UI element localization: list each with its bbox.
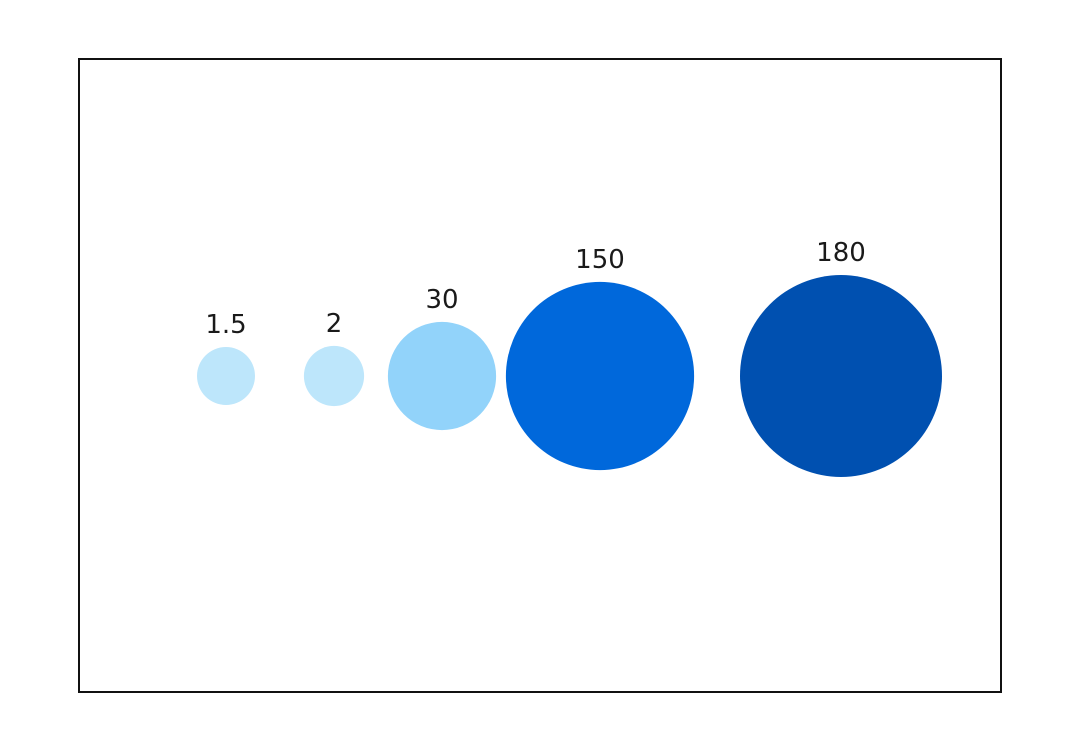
bubble — [197, 347, 255, 405]
bubble-label: 180 — [816, 238, 866, 268]
bubble — [740, 275, 942, 477]
bubble — [505, 281, 695, 471]
bubble — [303, 345, 365, 407]
bubble-label: 2 — [326, 309, 343, 339]
bubble-label: 150 — [575, 245, 625, 275]
bubble — [387, 321, 497, 431]
bubble-group: 1.5 2 30 150 180 — [197, 238, 942, 477]
bubble-label: 30 — [425, 285, 458, 315]
bubble-label: 1.5 — [205, 310, 246, 340]
